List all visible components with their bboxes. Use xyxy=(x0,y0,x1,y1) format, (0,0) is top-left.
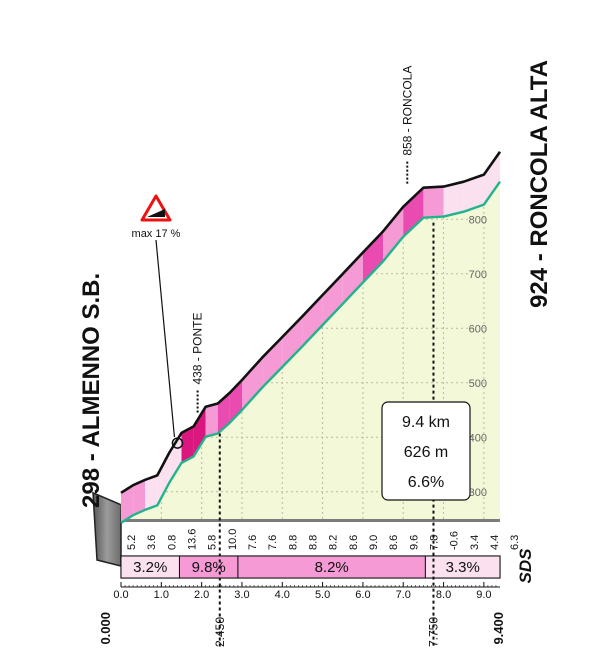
gradient-segment-label: 9.8% xyxy=(192,559,226,576)
ribbon-band xyxy=(145,475,158,510)
ribbon-band xyxy=(383,206,404,262)
summary-distance: 9.4 km xyxy=(402,414,450,431)
x-tick-label: 3.0 xyxy=(234,589,249,601)
km-gradient-label: 5.2 xyxy=(126,535,138,550)
slope-icon xyxy=(147,209,165,217)
max-gradient-point xyxy=(171,437,184,449)
km-gradient-label: -0.6 xyxy=(449,531,461,550)
x-tick-label: 9.0 xyxy=(476,589,491,601)
km-gradient-label: 8.6 xyxy=(388,535,400,550)
gradient-segment-label: 3.3% xyxy=(446,559,480,576)
gradient-segment-label: 3.2% xyxy=(133,559,167,576)
ribbon-band xyxy=(181,426,194,463)
ribbon-band xyxy=(282,316,303,367)
ribbon-band xyxy=(262,337,283,388)
gradient-segment-label: 8.2% xyxy=(315,559,349,576)
x-tick-label: 7.0 xyxy=(396,589,411,601)
x-tick-label: 1.0 xyxy=(154,589,169,601)
km-gradient-label: 9.6 xyxy=(408,535,420,550)
ribbon-band xyxy=(463,174,484,212)
ribbon-band xyxy=(217,392,230,434)
axis-layer: 2.450 7.750 300 400 500 600 700 800 5.2 3.6 0.8 13.… xyxy=(98,214,521,648)
km-gradient-label: 3.6 xyxy=(146,535,158,550)
km-gradient-label: 9.0 xyxy=(368,535,380,550)
km-gradient-label: 10.0 xyxy=(227,529,239,550)
y-tick-label: 600 xyxy=(469,323,487,335)
ribbon-band xyxy=(157,452,170,506)
ribbon-band xyxy=(133,479,146,516)
summary-box xyxy=(381,401,471,501)
ribbon-band xyxy=(302,295,323,347)
km-gradient-label: 7.6 xyxy=(247,535,259,550)
waypoint-roncola-label: 858 - RONCOLA xyxy=(400,66,414,156)
profile-line-layer xyxy=(120,150,502,524)
y-tick-label: 400 xyxy=(469,432,487,444)
km-gradient-label: 8.8 xyxy=(287,535,299,550)
km-gradient-label: 8.6 xyxy=(348,535,360,550)
waypoint-ponte-label: 438 - PONTE xyxy=(191,313,205,385)
x-tick-label: 2.0 xyxy=(194,589,209,601)
label-layer: max 17 % 438 - PONTE 858 - RONCOLA 298 - AL… xyxy=(78,60,553,584)
km-gradient-label: 3.4 xyxy=(469,535,481,550)
finish-km-label: 9.400 xyxy=(491,612,506,645)
marked-km-label: 7.750 xyxy=(426,617,440,647)
ribbon-band xyxy=(403,187,424,237)
ribbon-band xyxy=(423,186,444,218)
y-tick-label: 700 xyxy=(469,269,487,281)
max-gradient-leader xyxy=(155,239,176,438)
km-gradient-label: 7.8 xyxy=(428,535,440,550)
ribbon-band xyxy=(193,406,206,457)
km-gradient-label: 5.8 xyxy=(207,535,219,550)
km-gradient-label: 7.6 xyxy=(267,535,279,550)
km-gradient-label: 8.8 xyxy=(308,535,320,550)
km-gradient-label: 4.4 xyxy=(489,535,501,550)
ribbon-band xyxy=(443,181,464,217)
sds-logo: SDS xyxy=(516,548,535,584)
ground-line xyxy=(121,519,500,522)
km-gradient-label: 8.2 xyxy=(328,535,340,550)
summary-gradient: 6.6% xyxy=(408,474,444,491)
summary-gain: 626 m xyxy=(404,444,448,461)
max-gradient-label: max 17 % xyxy=(132,228,181,240)
y-tick-label: 800 xyxy=(469,214,487,226)
x-tick-label: 5.0 xyxy=(315,589,330,601)
y-tick-label: 300 xyxy=(469,487,487,499)
ribbon-band xyxy=(169,432,182,483)
ribbon-band xyxy=(483,151,500,205)
ribbon-band xyxy=(121,485,134,523)
km-gradient-label: 6.3 xyxy=(509,535,521,550)
start-km-label: 0.000 xyxy=(98,612,113,645)
y-tick-label: 500 xyxy=(469,378,487,390)
ribbon-band xyxy=(322,273,343,325)
x-tick-label: 6.0 xyxy=(355,589,370,601)
gradient-segment xyxy=(424,555,501,579)
gradient-strip-layer: 3.2% 9.8% 8.2% 3.3% xyxy=(120,555,501,579)
km-gradient-label: 13.6 xyxy=(187,529,199,550)
ribbon-band xyxy=(362,231,384,283)
ribbon-band xyxy=(242,357,263,410)
ribbon-band xyxy=(205,403,218,437)
x-tick-label: 8.0 xyxy=(436,589,451,601)
marked-km-label: 2.450 xyxy=(213,617,227,647)
start-location-label: 298 - ALMENNO S.B. xyxy=(78,273,105,508)
profile-bottom-line xyxy=(120,181,501,524)
x-tick-label: 4.0 xyxy=(275,589,290,601)
ribbon-band xyxy=(342,252,363,304)
climb-ribbon-layer xyxy=(121,151,500,523)
x-tick-label: 0.0 xyxy=(113,589,128,601)
finish-location-label: 924 - RONCOLA ALTA xyxy=(526,60,553,308)
km-gradient-label: 0.8 xyxy=(166,535,178,550)
profile-top-line xyxy=(120,150,502,494)
